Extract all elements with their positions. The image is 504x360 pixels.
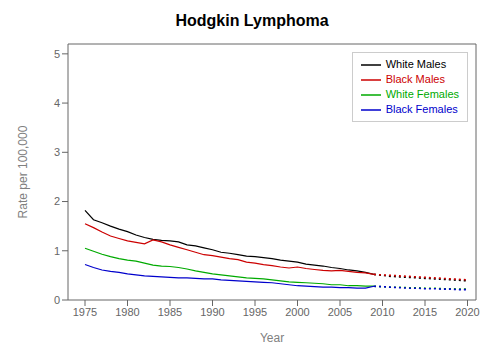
svg-text:2005: 2005 [328,306,352,318]
svg-text:2020: 2020 [455,306,479,318]
svg-text:1: 1 [54,245,60,257]
svg-text:2015: 2015 [413,306,437,318]
html-text:White Males: White Males [385,58,447,70]
html-text:Black Females: Black Females [385,103,458,115]
svg-text:0: 0 [54,294,60,306]
svg-text:1985: 1985 [158,306,182,318]
svg-text:4: 4 [54,97,60,109]
svg-text:5: 5 [54,48,60,60]
html-text:Black Males: Black Males [385,73,445,85]
svg-text:1975: 1975 [73,306,97,318]
svg-text:Rate per 100,000: Rate per 100,000 [16,125,30,218]
html-text:White Females: White Females [385,88,459,100]
svg-text:1980: 1980 [115,306,139,318]
svg-text:1990: 1990 [200,306,224,318]
svg-text:1995: 1995 [243,306,267,318]
html-text:Hodgkin Lymphoma: Hodgkin Lymphoma [175,12,329,29]
svg-text:3: 3 [54,146,60,158]
svg-text:2010: 2010 [370,306,394,318]
svg-text:2000: 2000 [285,306,309,318]
svg-text:2: 2 [54,195,60,207]
svg-text:Year: Year [260,331,284,345]
